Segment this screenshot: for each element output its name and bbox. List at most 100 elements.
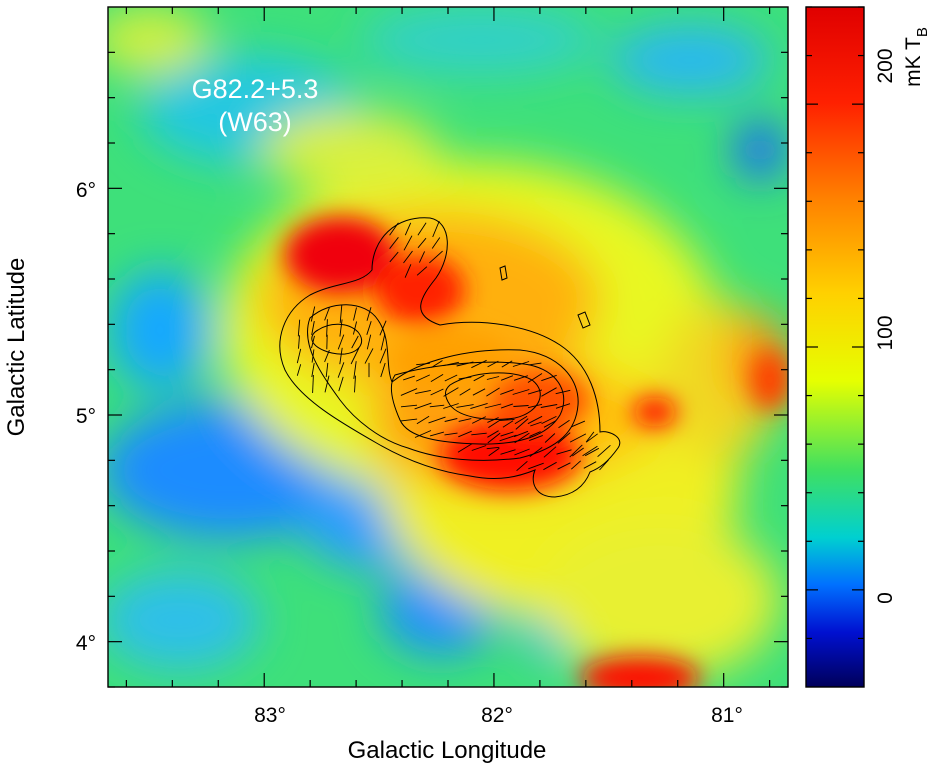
polarization-vector — [513, 375, 529, 381]
polarization-vector — [352, 321, 358, 335]
polarization-vector — [488, 447, 500, 457]
polarization-vector — [326, 319, 328, 337]
polarization-vector — [487, 417, 499, 423]
colorbar-label-main: mK T — [902, 37, 925, 87]
polarization-vector — [500, 403, 514, 409]
polarization-vector — [458, 430, 472, 438]
polarization-vector — [364, 348, 374, 364]
polarization-vector — [417, 237, 427, 249]
y-tick-label-6: 6° — [76, 179, 96, 202]
polarization-vector — [353, 361, 357, 379]
polarization-vector — [512, 389, 530, 395]
contour-inner-2 — [311, 323, 362, 355]
polarization-vector — [470, 402, 488, 410]
polarization-vector — [444, 432, 458, 436]
polarization-vector — [486, 376, 500, 380]
polarization-vector — [499, 418, 515, 422]
contour-blob-1 — [499, 265, 508, 281]
polarization-vector — [514, 448, 530, 456]
polarization-vector — [584, 447, 600, 457]
polarization-vector — [541, 415, 557, 425]
polarization-vector — [444, 418, 458, 422]
radio-contours — [279, 217, 621, 498]
polarization-vector — [311, 321, 315, 335]
polarization-vector — [428, 416, 446, 424]
object-name: G82.2+5.3 — [192, 74, 319, 104]
polarization-vector — [484, 403, 502, 409]
polarization-vector — [416, 374, 430, 382]
y-tick-label-4: 4° — [76, 632, 96, 655]
polarization-vector — [379, 348, 387, 364]
polarization-vector — [366, 334, 372, 350]
polarization-vector — [403, 375, 415, 381]
polarization-vector — [541, 374, 557, 382]
polarization-vector — [389, 222, 399, 236]
polarization-vector — [325, 362, 329, 378]
polarization-vector — [429, 431, 445, 437]
polarization-vector — [557, 432, 571, 444]
polarization-vector — [337, 334, 345, 350]
y-axis-ticks — [108, 51, 788, 688]
polarization-vector — [459, 388, 471, 396]
polarization-vector — [501, 360, 513, 368]
colorbar-label: mK TB — [902, 27, 931, 87]
polarization-vector — [597, 444, 611, 458]
polarization-vector — [298, 335, 300, 349]
polarization-vector — [473, 374, 485, 382]
polarization-vector — [500, 389, 514, 395]
polarization-vector — [339, 347, 343, 365]
polarization-vector — [569, 433, 587, 443]
polarization-vector — [400, 388, 418, 396]
polarization-vector — [324, 307, 330, 321]
polarization-vector — [583, 461, 597, 469]
polarization-vector — [502, 420, 514, 428]
polarization-vector — [380, 362, 386, 378]
polarization-vector — [404, 222, 412, 236]
polarization-vector — [527, 373, 543, 383]
colorbar: 0 100 200 mK TB — [805, 6, 931, 688]
polarization-vector — [414, 402, 432, 410]
polarization-vector — [418, 251, 426, 263]
polarization-vector — [432, 220, 440, 238]
polarization-vector — [599, 459, 609, 471]
polarization-vector — [529, 434, 543, 442]
polarization-vector — [443, 403, 459, 409]
colorbar-tick-200: 200 — [874, 48, 897, 83]
polarization-vector — [555, 389, 571, 395]
polarization-vector — [528, 462, 544, 470]
object-alias: (W63) — [218, 107, 292, 137]
polarization-vector — [570, 420, 586, 428]
polarization-vector — [430, 374, 444, 382]
polarization-vector — [366, 321, 372, 335]
polarization-vector — [471, 416, 487, 424]
x-tick-label-82: 82° — [481, 704, 513, 727]
polarization-vector — [296, 364, 302, 376]
polarization-vector — [487, 430, 499, 438]
polarization-vector — [338, 376, 344, 392]
polarization-vector — [543, 446, 557, 458]
polarization-vector — [586, 433, 598, 443]
polarization-vector — [458, 418, 472, 422]
polarization-vector — [471, 359, 487, 369]
polarization-vector — [416, 415, 430, 425]
polarization-vector — [541, 387, 557, 397]
polarization-vector — [513, 430, 529, 438]
polarization-vector — [456, 361, 474, 367]
contour-outer — [279, 217, 621, 498]
polarization-vector — [400, 404, 418, 408]
polarization-vector — [380, 333, 386, 351]
polarization-vector — [403, 250, 413, 264]
polarization-vector — [430, 388, 444, 396]
polarization-vector — [486, 387, 500, 397]
polarization-vector — [311, 349, 315, 363]
polarization-vector — [471, 432, 487, 436]
polarization-vector — [500, 375, 514, 381]
x-tick-label-83: 83° — [254, 704, 286, 727]
polarization-vector — [417, 222, 427, 236]
x-tick-label-81: 81° — [711, 704, 743, 727]
polarization-vector — [324, 349, 330, 363]
polarization-vector — [528, 362, 542, 366]
polarization-vector — [297, 319, 301, 337]
polarization-vector — [486, 446, 500, 450]
colorbar-tick-0: 0 — [874, 592, 897, 604]
